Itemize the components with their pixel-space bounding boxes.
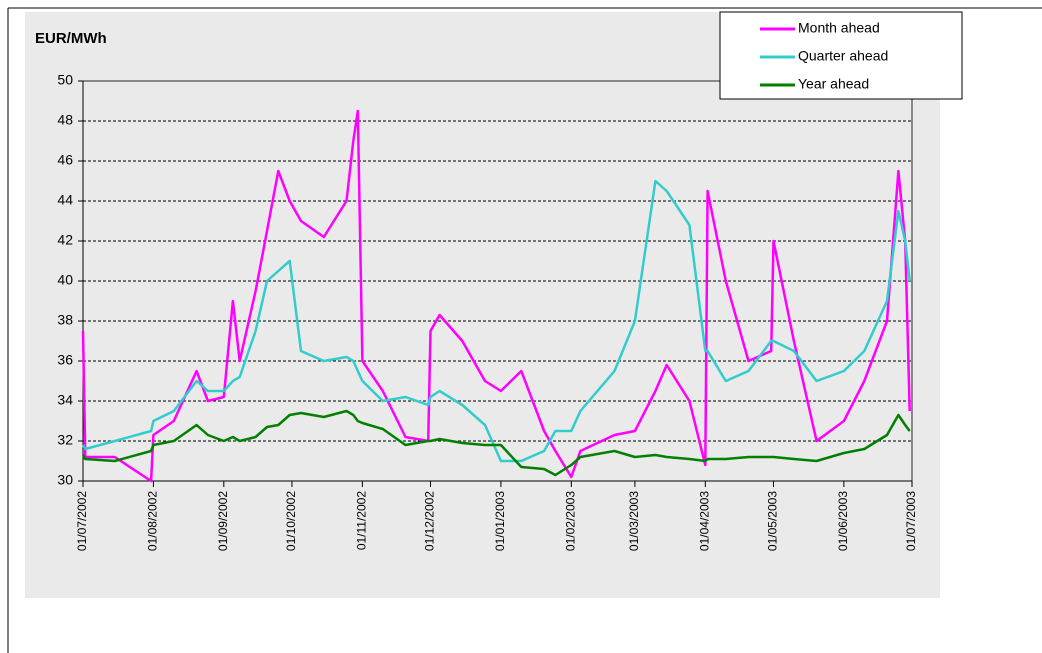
legend-label: Quarter ahead [798, 48, 888, 64]
x-tick-label: 01/05/2003 [766, 491, 780, 551]
y-tick-label: 44 [57, 192, 73, 208]
series-line [81, 109, 911, 483]
chart-area [25, 12, 940, 598]
x-tick-label: 01/08/2002 [146, 491, 160, 551]
y-tick-label: 30 [57, 472, 73, 488]
y-tick-label: 36 [57, 352, 73, 368]
x-tick-label: 01/07/2003 [904, 491, 918, 551]
x-tick-label: 01/03/2003 [627, 491, 641, 551]
y-tick-label: 48 [57, 112, 73, 128]
y-tick-label: 38 [57, 312, 73, 328]
x-tick-label: 01/02/2003 [563, 491, 577, 551]
x-tick-label: 01/01/2003 [493, 491, 507, 551]
x-tick-label: 01/09/2002 [216, 491, 230, 551]
series-line [81, 179, 911, 463]
y-tick-label: 34 [57, 392, 73, 408]
x-tick-label: 01/11/2002 [355, 491, 369, 550]
x-tick-label: 01/07/2002 [75, 491, 89, 551]
y-tick-label: 50 [57, 72, 73, 88]
y-tick-label: 46 [57, 152, 73, 168]
y-axis-title: EUR/MWh [35, 30, 107, 47]
legend-label: Year ahead [798, 76, 869, 92]
x-tick-label: 01/12/2002 [423, 491, 437, 551]
y-tick-label: 32 [57, 432, 73, 448]
x-tick-label: 01/06/2003 [836, 491, 850, 551]
x-tick-label: 01/10/2002 [284, 491, 298, 551]
x-tick-label: 01/04/2003 [697, 491, 711, 551]
series-line [81, 409, 911, 477]
y-tick-label: 40 [57, 272, 73, 288]
legend-label: Month ahead [798, 20, 880, 36]
y-tick-label: 42 [57, 232, 73, 248]
